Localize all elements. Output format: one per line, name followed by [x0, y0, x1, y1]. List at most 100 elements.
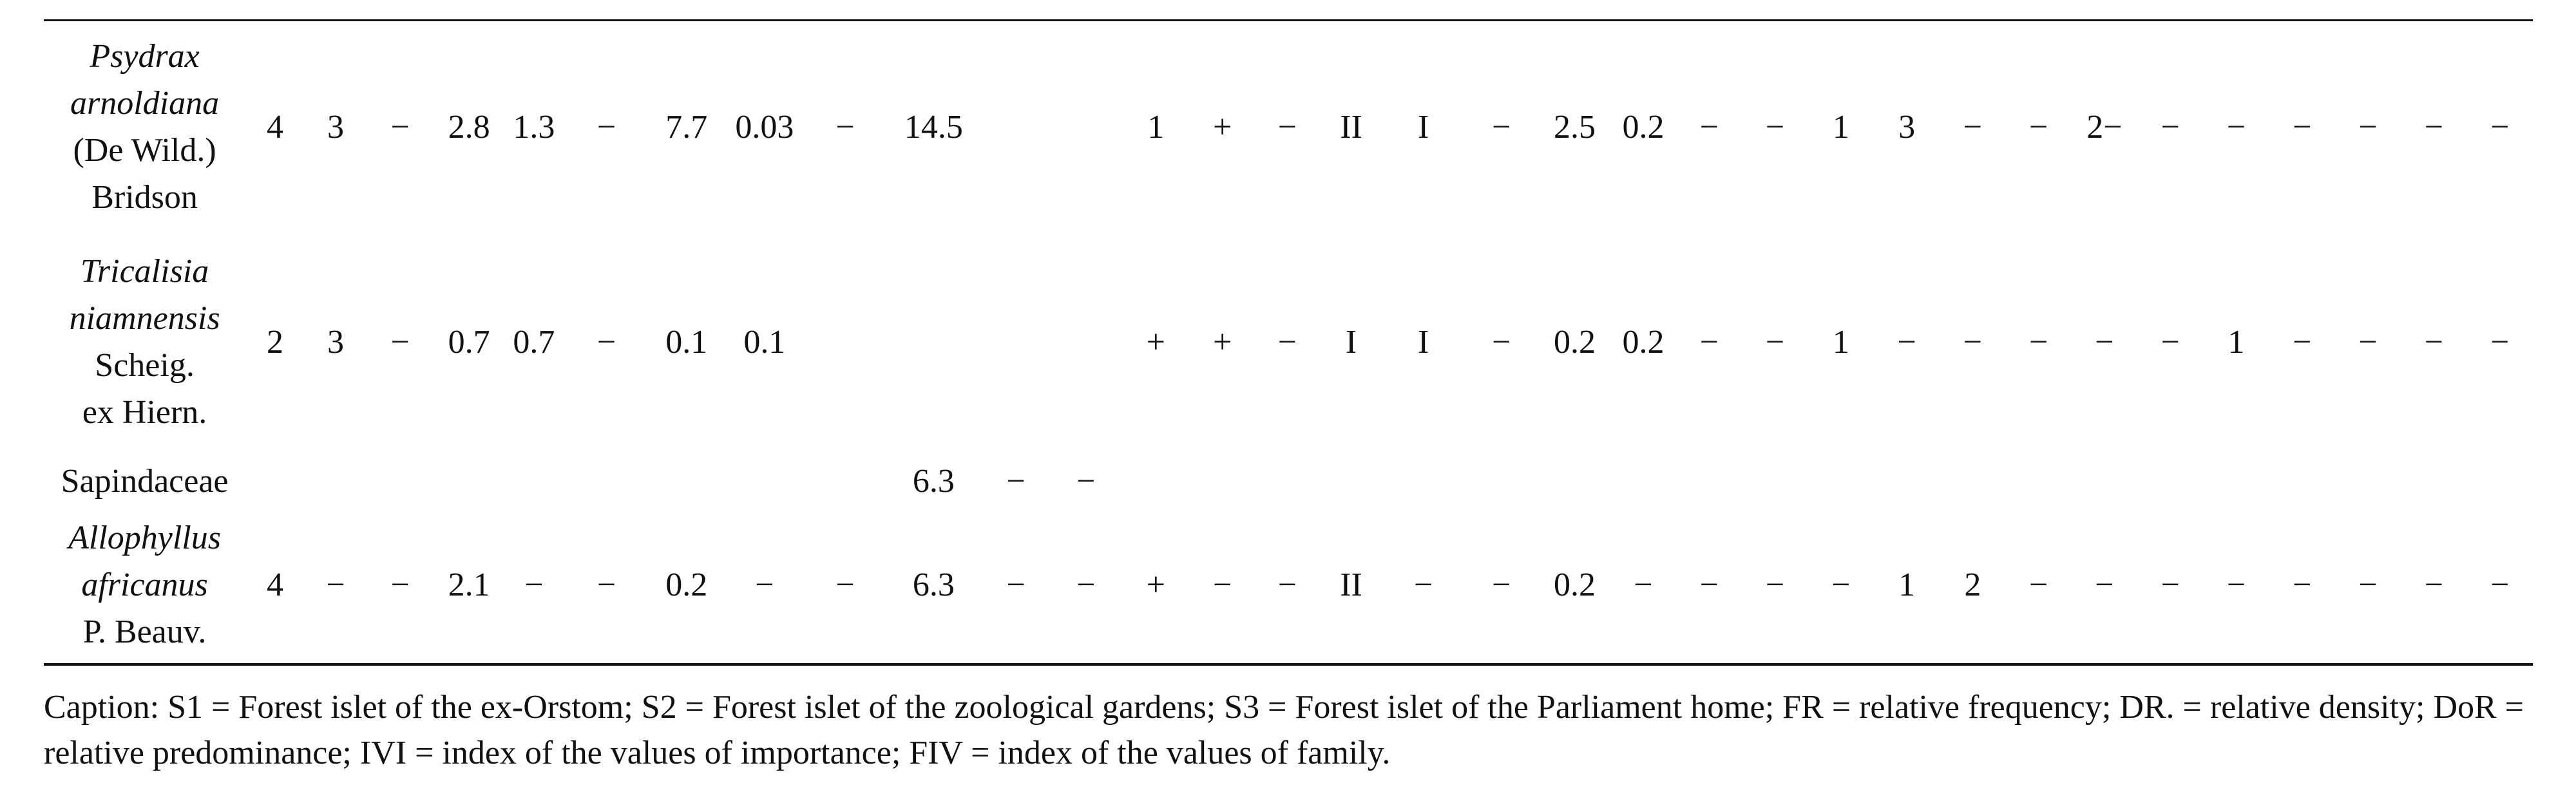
table-cell: − — [2029, 323, 2048, 361]
table-cell: − — [2424, 323, 2444, 361]
table-cell: 4 — [267, 108, 284, 146]
table-cell: − — [2226, 108, 2246, 146]
table-cell: + — [1212, 323, 1232, 361]
table-cell — [564, 451, 650, 511]
table-cell: 6.3 — [912, 463, 955, 500]
table-cell: − — [596, 567, 616, 603]
table-cell: 0.2 — [1554, 567, 1596, 603]
table-cell: 2.1 — [448, 567, 490, 603]
table-cell — [1190, 451, 1255, 511]
table-cell: 0.1 — [743, 323, 786, 361]
table-cell: − — [755, 567, 774, 603]
table-cell — [982, 232, 1049, 451]
table-cell: − — [2424, 108, 2444, 146]
table-cell: − — [596, 323, 616, 361]
table-cell: − — [2095, 323, 2114, 361]
table-cell: − — [1277, 323, 1297, 361]
table-cell — [806, 451, 885, 511]
species-name-line: ex Hiern. — [82, 394, 207, 431]
table-cell — [367, 451, 434, 511]
table-cell — [2335, 451, 2401, 511]
table-cell: − — [1492, 323, 1511, 361]
table-cell: − — [2226, 567, 2246, 603]
species-name-cell: Psydrax arnoldiana (De Wild.) Bridson — [44, 21, 245, 232]
table-cell — [1122, 451, 1189, 511]
table-cell — [504, 451, 564, 511]
table-cell: − — [2293, 567, 2312, 603]
table-cell: − — [2029, 108, 2048, 146]
table-cell: II — [1340, 567, 1362, 603]
table-row: Tricalisia niamnensis Scheig. ex Hiern. 2 3−0… — [44, 232, 2533, 451]
table-cell: 1 — [2228, 323, 2245, 361]
table-cell: − — [1634, 567, 1653, 603]
table-cell — [2072, 451, 2137, 511]
species-name-line: Bridson — [91, 179, 198, 216]
table-cell: − — [1076, 463, 1096, 500]
table-cell: 2.8 — [448, 108, 490, 146]
table-caption: Caption: S1 = Forest islet of the ex-Ors… — [44, 689, 2524, 771]
table-cell: 0.2 — [665, 567, 708, 603]
table-cell: 2.5 — [1554, 108, 1596, 146]
table-cell: − — [2424, 567, 2444, 603]
table-cell: 1 — [1832, 108, 1849, 146]
table-cell: − — [1006, 463, 1026, 500]
table-cell: 2 — [267, 323, 284, 361]
table-cell: − — [390, 323, 410, 361]
table-cell: 2 — [1964, 567, 1981, 603]
table-cell — [434, 451, 504, 511]
table-cell: 0.2 — [1622, 108, 1665, 146]
table-cell: − — [835, 567, 855, 603]
table-cell — [1383, 451, 1464, 511]
table-cell: − — [326, 567, 345, 603]
table-cell: − — [1492, 108, 1511, 146]
table-cell: − — [2161, 108, 2180, 146]
table-cell — [1676, 451, 1742, 511]
table-cell — [1319, 451, 1383, 511]
table-cell: − — [1212, 567, 1232, 603]
table-cell: − — [1076, 567, 1096, 603]
table-cell: I — [1418, 108, 1429, 146]
species-name-line: Scheig. — [95, 347, 195, 384]
table-cell: 6.3 — [912, 567, 955, 603]
table-cell — [1742, 451, 1808, 511]
table-cell: − — [390, 108, 410, 146]
table-cell — [1049, 21, 1122, 232]
table-cell: 1 — [1147, 108, 1165, 146]
table-cell — [2203, 451, 2269, 511]
table-cell: − — [1963, 108, 1983, 146]
table-cell: − — [2161, 323, 2180, 361]
table-cell — [2006, 451, 2072, 511]
table-cell: 0.7 — [448, 323, 490, 361]
table-cell: 1 — [1832, 323, 1849, 361]
table-cell — [806, 232, 885, 451]
table-cell: 0.2 — [1622, 323, 1665, 361]
table-cell: − — [390, 567, 410, 603]
species-name-line: Tricalisia — [80, 253, 209, 290]
table-top-rule — [44, 19, 2533, 21]
table-cell: − — [1699, 567, 1719, 603]
table-cell: − — [2358, 108, 2378, 146]
table-cell: 0.1 — [665, 323, 708, 361]
table-cell: − — [1414, 567, 1433, 603]
species-name-line: Psydrax — [90, 38, 200, 75]
table-cell — [2467, 451, 2533, 511]
species-name-line: niamnensis — [69, 300, 220, 337]
table-row: Psydrax arnoldiana (De Wild.) Bridson 4 3−2.8… — [44, 21, 2533, 232]
table-cell: − — [1831, 567, 1851, 603]
species-name-line: P. Beauv. — [82, 614, 207, 650]
table-cell: − — [835, 108, 855, 146]
table-cell: I — [1418, 323, 1429, 361]
table-cell: 3 — [327, 108, 344, 146]
table-cell — [2401, 451, 2466, 511]
table-cell: I — [1345, 323, 1357, 361]
species-name-line: africanus — [81, 567, 208, 603]
table-cell: − — [2358, 323, 2378, 361]
species-name-cell: Allophyllus africanus P. Beauv. — [44, 511, 245, 659]
table-cell: − — [1699, 108, 1719, 146]
table-cell: − — [1897, 323, 1916, 361]
table-cell: − — [1277, 567, 1297, 603]
table-cell: 0.7 — [513, 323, 555, 361]
table-bottom-rule — [44, 663, 2533, 666]
table-cell: + — [1212, 108, 1232, 146]
table-cell: − — [1006, 567, 1026, 603]
